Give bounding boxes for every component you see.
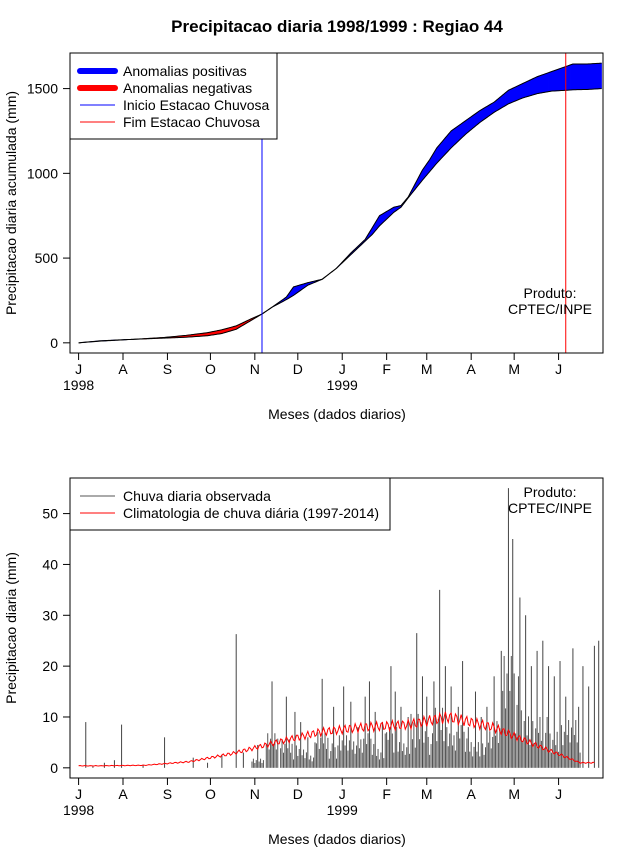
daily-x-label: Meses (dados diarios)	[268, 831, 406, 847]
x-tick-label: A	[118, 361, 128, 377]
y-tick-label: 0	[50, 760, 58, 776]
x-tick-label: O	[205, 361, 216, 377]
positive-anomaly-area	[599, 62, 602, 89]
y-tick-label: 1500	[27, 81, 58, 97]
cumulative-plot-area	[78, 53, 602, 353]
x-tick-label: M	[508, 361, 520, 377]
x-year-label: 1999	[327, 377, 358, 393]
x-tick-label: S	[163, 786, 172, 802]
x-tick-label: D	[293, 786, 303, 802]
legend-end-label: Fim Estacao Chuvosa	[123, 114, 260, 130]
x-year-label: 1999	[327, 802, 358, 818]
y-tick-label: 1000	[27, 165, 58, 181]
legend-positive-label: Anomalias positivas	[123, 63, 247, 79]
x-tick-label: N	[250, 786, 260, 802]
legend-start-label: Inicio Estacao Chuvosa	[123, 97, 270, 113]
x-tick-label: A	[118, 786, 128, 802]
bottom-product-org: CPTEC/INPE	[508, 500, 592, 516]
chart-title: Precipitacao diaria 1998/1999 : Regiao 4…	[171, 17, 503, 36]
y-tick-label: 50	[42, 506, 58, 522]
x-tick-label: F	[382, 361, 391, 377]
daily-legend: Chuva diaria observada Climatologia de c…	[69, 477, 391, 531]
observed-cumulative-line	[78, 62, 602, 344]
y-tick-label: 10	[42, 709, 58, 725]
x-tick-label: S	[163, 361, 172, 377]
cumulative-y-label: Precipitacao diaria acumulada (mm)	[3, 91, 19, 315]
top-product-org: CPTEC/INPE	[508, 301, 592, 317]
cumulative-legend-box	[69, 52, 278, 140]
cumulative-legend: Anomalias positivas Anomalias negativas …	[69, 52, 278, 140]
y-tick-label: 20	[42, 658, 58, 674]
x-tick-label: F	[382, 786, 391, 802]
top-product-label: Produto:	[524, 285, 577, 301]
daily-y-axis: 0 10 20 30 40 50	[42, 506, 70, 776]
y-tick-label: 30	[42, 607, 58, 623]
legend-climatology-label: Climatologia de chuva diária (1997-2014)	[123, 505, 379, 521]
legend-negative-label: Anomalias negativas	[123, 80, 252, 96]
y-tick-label: 40	[42, 556, 58, 572]
x-year-label: 1998	[63, 802, 94, 818]
x-tick-label: M	[421, 361, 433, 377]
x-tick-label: D	[293, 361, 303, 377]
x-tick-label: O	[205, 786, 216, 802]
y-tick-label: 500	[35, 250, 59, 266]
x-tick-label: J	[555, 361, 562, 377]
x-tick-label: A	[467, 786, 477, 802]
x-tick-label: J	[75, 786, 82, 802]
cumulative-plot-frame	[69, 52, 604, 354]
x-tick-label: M	[421, 786, 433, 802]
x-tick-label: M	[508, 786, 520, 802]
climatology-daily-line	[78, 711, 595, 767]
legend-observed-label: Chuva diaria observada	[123, 488, 271, 504]
daily-legend-box	[69, 477, 391, 531]
y-tick-label: 0	[50, 335, 58, 351]
x-tick-label: J	[75, 361, 82, 377]
bottom-product-label: Produto:	[524, 484, 577, 500]
x-tick-label: J	[339, 361, 346, 377]
x-tick-label: A	[467, 361, 477, 377]
x-tick-label: J	[555, 786, 562, 802]
x-tick-label: J	[339, 786, 346, 802]
cumulative-x-label: Meses (dados diarios)	[268, 406, 406, 422]
daily-y-label: Precipitacao diaria (mm)	[3, 552, 19, 704]
daily-plot-area	[78, 488, 604, 768]
x-tick-label: N	[250, 361, 260, 377]
cumulative-y-axis: 0 500 1000 1500	[27, 81, 70, 351]
x-year-label: 1998	[63, 377, 94, 393]
